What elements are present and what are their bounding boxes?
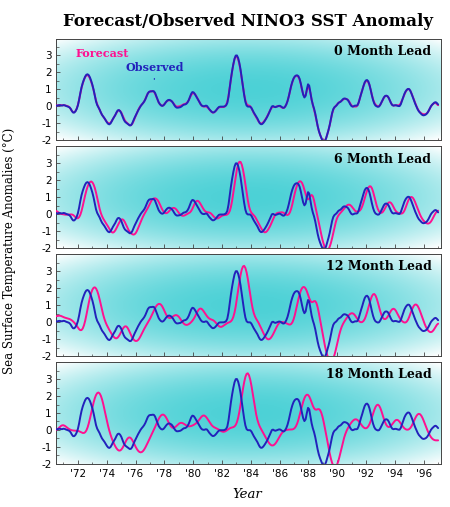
Text: Observed: Observed — [126, 62, 184, 79]
Text: 6 Month Lead: 6 Month Lead — [334, 153, 432, 165]
Text: Forecast: Forecast — [76, 48, 129, 59]
Text: 0 Month Lead: 0 Month Lead — [334, 45, 432, 58]
Text: Year: Year — [233, 488, 262, 501]
Text: Forecast/Observed NINO3 SST Anomaly: Forecast/Observed NINO3 SST Anomaly — [63, 13, 432, 30]
Text: 18 Month Lead: 18 Month Lead — [326, 368, 432, 381]
Text: 12 Month Lead: 12 Month Lead — [325, 261, 432, 273]
Text: Sea Surface Temperature Anomalies (°C): Sea Surface Temperature Anomalies (°C) — [4, 128, 16, 374]
